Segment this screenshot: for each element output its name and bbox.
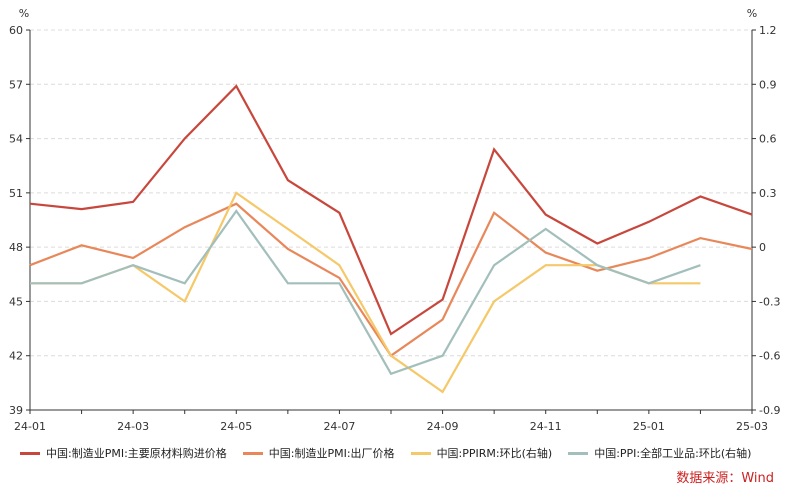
legend-swatch (242, 451, 263, 455)
legend-item-3: 中国:PPIRM:环比(右轴) (410, 445, 553, 461)
legend-item-1: 中国:制造业PMI:主要原材料购进价格 (20, 445, 227, 461)
x-tick-label: 24-01 (14, 420, 46, 433)
right-tick-label: -0.9 (759, 404, 780, 417)
left-tick-label: 60 (9, 24, 23, 37)
legend-item-4: 中国:PPI:全部工业品:环比(右轴) (568, 445, 751, 461)
right-tick-label: 0 (759, 241, 766, 254)
x-tick-label: 25-01 (633, 420, 665, 433)
legend-swatch (568, 451, 589, 455)
x-tick-label: 24-11 (530, 420, 562, 433)
right-tick-label: 1.2 (759, 24, 777, 37)
legend-swatch (410, 451, 431, 455)
left-tick-label: 54 (9, 133, 23, 146)
right-tick-label: -0.6 (759, 350, 780, 363)
legend-swatch (20, 451, 40, 455)
right-tick-label: -0.3 (759, 295, 780, 308)
line-chart: 39 -0.9 42 -0.6 45 -0.3 48 0 51 0.3 54 0.6 57 0.9 60 1.… (9, 7, 780, 433)
legend: 中国:制造业PMI:主要原材料购进价格 中国:制造业PMI:出厂价格 中国:PPIR… (20, 445, 767, 461)
x-tick-label: 25-03 (736, 420, 768, 433)
x-tick-label: 24-03 (117, 420, 149, 433)
series-line-4 (30, 209, 701, 376)
legend-label: 中国:PPIRM:环比(右轴) (436, 447, 553, 460)
legend-item-2: 中国:制造业PMI:出厂价格 (242, 445, 395, 461)
left-tick-label: 57 (9, 78, 23, 91)
left-tick-label: 48 (9, 241, 23, 254)
right-tick-label: 0.6 (759, 133, 777, 146)
legend-label: 中国:制造业PMI:主要原材料购进价格 (46, 447, 227, 460)
source-label: 数据来源：Wind (676, 471, 774, 486)
left-tick-label: 51 (9, 187, 23, 200)
x-tick-label: 24-09 (427, 420, 459, 433)
tick-labels: 39 -0.9 42 -0.6 45 -0.3 48 0 51 0.3 54 0.6 57 0.9 60 1.… (9, 7, 780, 433)
left-tick-label: 45 (9, 295, 23, 308)
series-line-1 (29, 84, 753, 336)
legend-label: 中国:制造业PMI:出厂价格 (268, 447, 395, 460)
left-tick-label: 42 (9, 350, 23, 363)
left-unit-label: % (19, 7, 29, 20)
x-tick-label: 24-07 (323, 420, 355, 433)
series-lines (29, 84, 753, 394)
left-tick-label: 39 (9, 404, 23, 417)
legend-label: 中国:PPI:全部工业品:环比(右轴) (594, 447, 752, 460)
right-unit-label: % (747, 7, 757, 20)
x-tick-label: 24-05 (220, 420, 252, 433)
axes (26, 29, 756, 414)
series-line-3 (30, 191, 701, 394)
right-tick-label: 0.9 (759, 78, 777, 91)
gridlines (30, 29, 752, 357)
right-tick-label: 0.3 (759, 187, 777, 200)
